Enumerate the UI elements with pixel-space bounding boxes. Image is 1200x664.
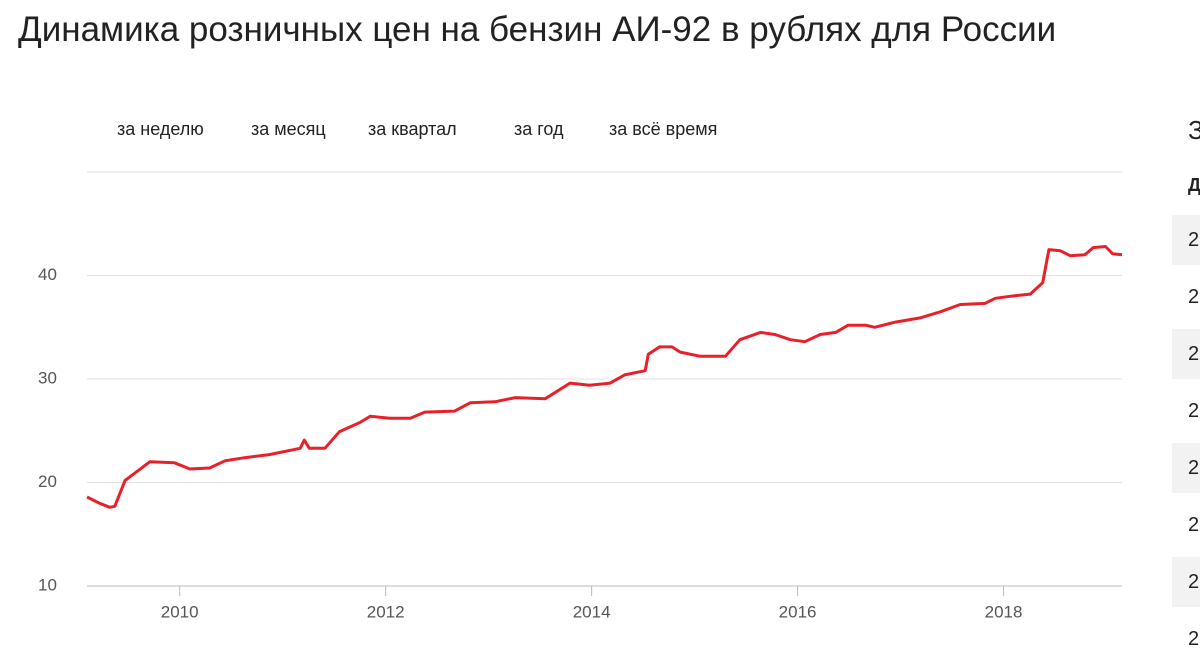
- y-tick-label: 40: [38, 265, 57, 284]
- side-row: 2: [1188, 286, 1200, 308]
- side-row: 2: [1188, 514, 1200, 536]
- x-tick-label: 2014: [573, 602, 611, 621]
- page: Динамика розничных цен на бензин АИ-92 в…: [18, 0, 1200, 650]
- x-tick-label: 2012: [367, 602, 405, 621]
- price-line: [86, 245, 1123, 509]
- y-tick-label: 20: [38, 472, 57, 491]
- side-panel: З Д 2 2 2 2 2 2 2 2: [1172, 0, 1200, 650]
- y-tick-label: 10: [38, 575, 57, 594]
- x-tick-label: 2010: [161, 602, 199, 621]
- x-tick-label: 2016: [779, 602, 817, 621]
- side-row: 2: [1172, 329, 1200, 379]
- period-button[interactable]: за месяц: [251, 119, 326, 139]
- chart: 10 20 30 40 2010 2012 2014 2016 2018: [38, 171, 1123, 621]
- period-button[interactable]: за всё время: [609, 119, 718, 139]
- y-tick-label: 30: [38, 368, 57, 387]
- side-title: З: [1188, 115, 1200, 145]
- side-header: Д: [1188, 175, 1200, 195]
- x-tick-label: 2018: [985, 602, 1023, 621]
- side-row: 2: [1172, 557, 1200, 607]
- period-button[interactable]: за квартал: [368, 119, 457, 139]
- period-button[interactable]: за неделю: [117, 119, 204, 139]
- side-row: 2: [1188, 628, 1200, 650]
- side-row: 2: [1172, 215, 1200, 265]
- period-button[interactable]: за год: [514, 119, 564, 139]
- page-title: Динамика розничных цен на бензин АИ-92 в…: [18, 10, 1057, 49]
- side-row: 2: [1188, 400, 1200, 422]
- side-row: 2: [1172, 443, 1200, 493]
